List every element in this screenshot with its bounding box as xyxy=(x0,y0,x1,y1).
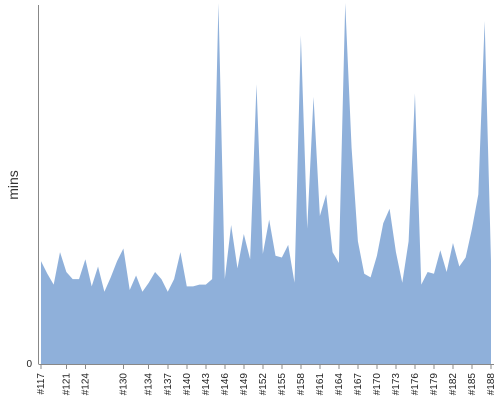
y-axis-label: mins xyxy=(5,170,21,200)
x-tick-label: #179 xyxy=(429,373,440,396)
x-tick-label: #155 xyxy=(277,373,288,396)
x-tick-label: #161 xyxy=(315,373,326,396)
x-tick-label: #143 xyxy=(201,373,212,396)
x-tick-label: #173 xyxy=(391,373,402,396)
x-tick-label: #149 xyxy=(239,373,250,396)
x-tick-label: #167 xyxy=(353,373,364,396)
axis-layer xyxy=(38,5,494,365)
x-tick-label: #170 xyxy=(372,373,383,396)
x-ticks: #117 #121 #124 #130 #134 #137 #140 #143 #146 #149… xyxy=(36,364,497,396)
x-tick-label: #134 xyxy=(144,373,155,396)
x-tick-label: #164 xyxy=(334,373,345,396)
y-tick-label: 0 xyxy=(26,359,32,370)
y-ticks: 0 xyxy=(26,359,32,370)
x-tick-label: #140 xyxy=(182,373,193,396)
x-tick-label: #146 xyxy=(220,373,231,396)
x-tick-label: #130 xyxy=(118,373,129,396)
area-layer xyxy=(41,3,491,364)
x-tick-label: #152 xyxy=(258,373,269,396)
x-tick-label: #188 xyxy=(486,373,497,396)
x-tick-label: #137 xyxy=(163,373,174,396)
x-tick-label: #182 xyxy=(448,373,459,396)
x-tick-label: #124 xyxy=(80,373,91,396)
x-tick-label: #185 xyxy=(467,373,478,396)
x-tick-label: #158 xyxy=(296,373,307,396)
x-tick-label: #176 xyxy=(410,373,421,396)
area-series-mins xyxy=(41,3,491,364)
x-tick-label: #121 xyxy=(61,373,72,396)
x-tick-label: #117 xyxy=(36,373,47,395)
